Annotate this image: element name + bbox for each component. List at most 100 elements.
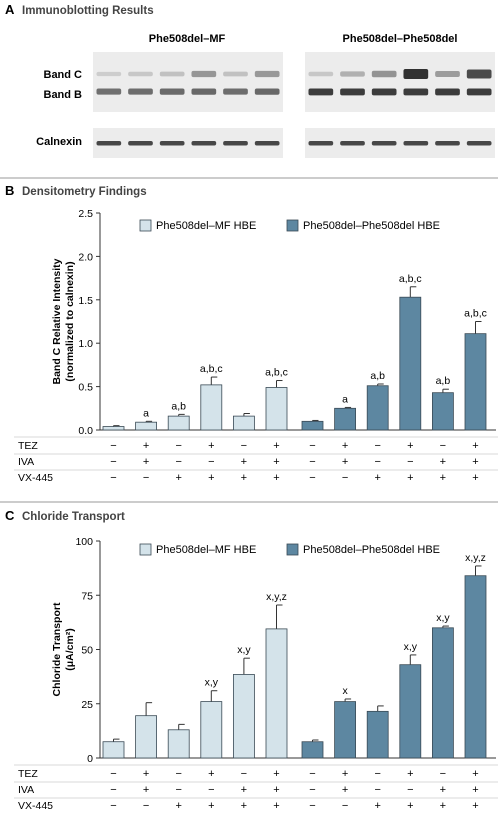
- treatment-mark: +: [407, 472, 413, 484]
- bar: [431, 392, 454, 431]
- treatment-mark: +: [241, 800, 247, 812]
- panel-b-letter: B: [5, 183, 14, 198]
- y-tick-label: 1.0: [78, 338, 93, 350]
- legend-swatch: [286, 543, 299, 556]
- y-tick-label: 0.5: [78, 382, 93, 394]
- treatment-mark: −: [143, 800, 149, 812]
- treatment-mark: +: [273, 456, 279, 468]
- bar: [366, 710, 389, 759]
- treatment-mark: +: [342, 456, 348, 468]
- legend-swatch: [286, 219, 299, 232]
- treatment-mark: +: [241, 472, 247, 484]
- treatment-mark: +: [472, 800, 478, 812]
- y-tick-label: 0: [87, 753, 93, 765]
- treatment-mark: −: [309, 768, 315, 780]
- panel-c-letter: C: [5, 508, 15, 523]
- y-tick-label: 100: [75, 536, 93, 548]
- panel-a-letter: A: [5, 2, 15, 17]
- treatment-mark: −: [407, 456, 413, 468]
- bar: [301, 741, 324, 759]
- blot-panel-calnexin: [305, 128, 495, 158]
- treatment-mark: +: [472, 768, 478, 780]
- treatment-mark: −: [175, 768, 181, 780]
- treatment-mark: +: [273, 472, 279, 484]
- band-b-mark: [340, 88, 365, 96]
- panel-c: C Chloride Transport 0 25 50 75 100 Chloride …: [5, 508, 498, 812]
- y-axis-label: (μA/cm²): [64, 628, 76, 671]
- significance-label: x,y,z: [266, 591, 287, 603]
- band-b-mark: [308, 88, 334, 96]
- band-b-mark: [128, 88, 153, 95]
- bar: [232, 415, 255, 431]
- treatment-mark: −: [309, 472, 315, 484]
- band-c-mark: [96, 71, 122, 77]
- calnexin-band-mark: [435, 141, 460, 146]
- bar: [265, 387, 288, 431]
- significance-label: a,b: [436, 375, 451, 387]
- panel-c-title: Chloride Transport: [22, 511, 125, 523]
- band-c-mark: [128, 71, 153, 77]
- y-tick-label: 1.5: [78, 295, 93, 307]
- significance-label: a: [143, 407, 149, 419]
- calnexin-band-mark: [308, 141, 334, 146]
- band-b-mark: [371, 88, 397, 96]
- treatment-mark: −: [110, 784, 116, 796]
- treatment-mark: −: [309, 800, 315, 812]
- bar: [167, 729, 190, 759]
- treatment-mark: +: [273, 440, 279, 452]
- legend-swatch: [139, 219, 152, 232]
- treatment-row-label: IVA: [18, 784, 34, 796]
- bar: [399, 664, 422, 759]
- treatment-mark: −: [440, 440, 446, 452]
- band-c-label: Band C: [44, 69, 83, 81]
- treatment-mark: −: [342, 800, 348, 812]
- significance-label: x,y: [237, 644, 251, 656]
- significance-label: a,b: [171, 400, 186, 412]
- band-b-mark: [223, 88, 248, 95]
- treatment-mark: −: [374, 440, 380, 452]
- treatment-mark: +: [241, 456, 247, 468]
- treatment-mark: −: [374, 456, 380, 468]
- treatment-mark: +: [440, 456, 446, 468]
- treatment-mark: −: [342, 472, 348, 484]
- treatment-mark: −: [241, 768, 247, 780]
- treatment-row-label: VX-445: [18, 800, 53, 812]
- treatment-mark: +: [241, 784, 247, 796]
- bar: [464, 575, 487, 759]
- bar: [334, 701, 357, 759]
- band-b-mark: [466, 88, 492, 96]
- treatment-mark: −: [175, 784, 181, 796]
- calnexin-band-mark: [254, 141, 280, 146]
- calnexin-band-mark: [128, 141, 153, 146]
- bar: [431, 627, 454, 759]
- calnexin-band-mark: [191, 141, 217, 146]
- treatment-mark: −: [241, 440, 247, 452]
- treatment-mark: −: [440, 768, 446, 780]
- legend-label: Phe508del–Phe508del HBE: [303, 220, 440, 232]
- treatment-mark: −: [110, 456, 116, 468]
- treatment-mark: +: [143, 456, 149, 468]
- calnexin-label: Calnexin: [36, 136, 82, 148]
- treatment-mark: +: [208, 800, 214, 812]
- y-tick-label: 25: [81, 699, 93, 711]
- treatment-mark: −: [110, 768, 116, 780]
- densitometry-chart: 0.0 0.5 1.0 1.5 2.0 2.5 Band C Relative Intens…: [14, 208, 498, 484]
- y-tick-label: 75: [81, 590, 93, 602]
- chloride-transport-chart: 0 25 50 75 100 Chloride Transport (μA/cm²) Phe5…: [14, 536, 498, 812]
- treatment-mark: +: [273, 800, 279, 812]
- panel-b-title: Densitometry Findings: [22, 186, 147, 198]
- blot-panel-calnexin: [93, 128, 283, 158]
- treatment-mark: +: [143, 784, 149, 796]
- panel-a-title: Immunoblotting Results: [22, 5, 154, 17]
- treatment-mark: −: [374, 768, 380, 780]
- significance-label: x,y: [205, 677, 219, 689]
- legend-swatch: [139, 543, 152, 556]
- y-tick-label: 0.0: [78, 425, 93, 437]
- treatment-mark: −: [143, 472, 149, 484]
- y-tick-label: 2.5: [78, 208, 93, 220]
- band-c-mark: [435, 70, 460, 78]
- significance-label: a,b,c: [464, 308, 487, 320]
- treatment-mark: +: [273, 784, 279, 796]
- treatment-mark: +: [440, 472, 446, 484]
- band-c-mark: [371, 70, 397, 78]
